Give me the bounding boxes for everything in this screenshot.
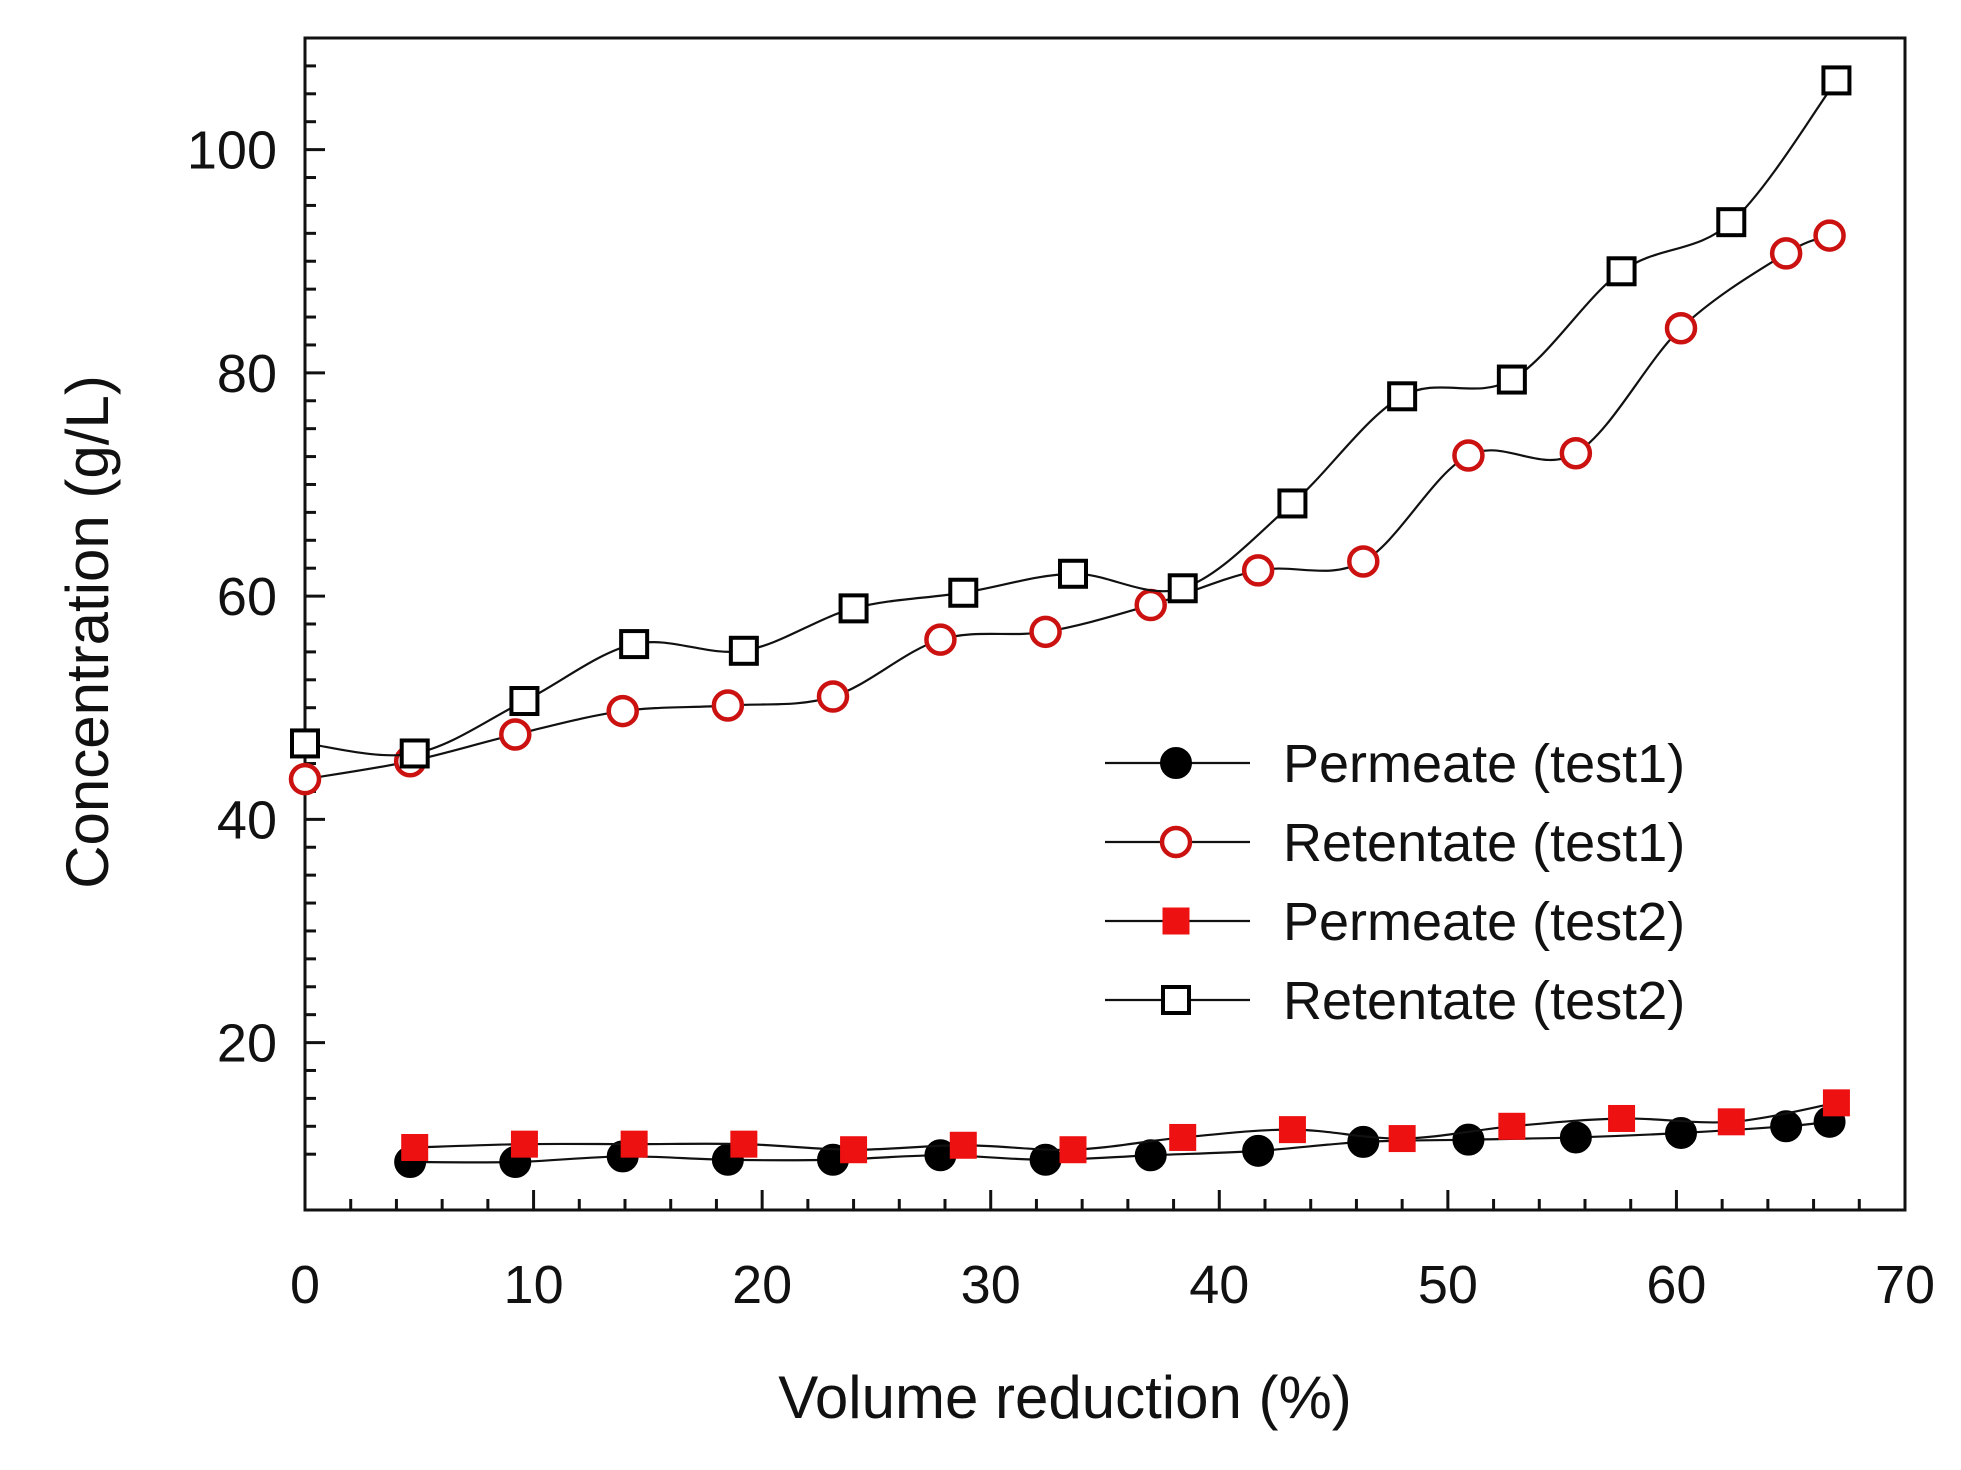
data-point-permeate-test2 <box>1717 1108 1745 1136</box>
data-point-retentate-test2 <box>619 629 650 660</box>
data-point-retentate-test1 <box>816 680 850 713</box>
legend-label: Retentate (test2) <box>1283 971 1685 1031</box>
series-line-retentate-test2 <box>304 79 1838 757</box>
series-line-retentate-test1 <box>304 234 1830 781</box>
data-point-retentate-test1 <box>1559 436 1593 470</box>
data-point-retentate-test1 <box>1347 545 1380 578</box>
x-axis-title: Volume reduction (%) <box>778 1364 1352 1431</box>
data-point-retentate-test2 <box>399 738 430 769</box>
y-tick-label: 60 <box>217 567 277 627</box>
data-point-retentate-test1 <box>499 718 532 751</box>
plot-frame <box>303 36 1907 1212</box>
data-point-retentate-test2 <box>948 577 979 608</box>
series-retentate-test2 <box>290 65 1852 769</box>
tick-labels: 0 10 20 30 40 50 60 70 20 40 60 80 100 <box>187 121 1935 1315</box>
data-point-retentate-test2 <box>1496 364 1527 395</box>
y-tick-label: 40 <box>217 790 277 850</box>
data-point-permeate-test2 <box>1059 1136 1087 1164</box>
data-point-retentate-test2 <box>509 686 540 717</box>
data-point-retentate-test1 <box>1769 237 1803 270</box>
data-point-retentate-test2 <box>1716 207 1747 238</box>
data-point-retentate-test1 <box>1029 615 1062 649</box>
legend-marker <box>1162 907 1190 935</box>
data-point-permeate-test2 <box>1388 1125 1416 1153</box>
data-point-permeate-test1 <box>1134 1139 1167 1172</box>
series-retentate-test1 <box>288 219 1846 796</box>
data-point-retentate-test2 <box>1277 488 1308 519</box>
data-point-retentate-test1 <box>1813 219 1846 252</box>
data-point-permeate-test1 <box>1559 1121 1592 1154</box>
legend-label: Permeate (test1) <box>1283 734 1685 794</box>
data-point-retentate-test2 <box>1167 573 1198 604</box>
x-tick-label: 60 <box>1646 1255 1706 1315</box>
data-point-permeate-test2 <box>730 1130 758 1158</box>
data-point-permeate-test2 <box>1169 1123 1197 1151</box>
data-point-retentate-test1 <box>1241 554 1275 587</box>
data-point-permeate-test2 <box>1498 1112 1526 1140</box>
data-point-permeate-test1 <box>1770 1110 1803 1143</box>
data-point-retentate-test2 <box>728 635 759 666</box>
x-tick-label: 0 <box>290 1255 320 1315</box>
y-tick-label: 20 <box>217 1014 277 1074</box>
data-point-retentate-test2 <box>1387 381 1418 412</box>
data-point-retentate-test1 <box>711 689 745 722</box>
x-tick-label: 30 <box>961 1255 1021 1315</box>
y-tick-label: 80 <box>217 344 277 404</box>
data-point-permeate-test2 <box>1278 1116 1306 1144</box>
legend-marker <box>1159 825 1193 859</box>
legend-item-permeate-test1: Permeate (test1) <box>1105 734 1685 794</box>
data-point-permeate-test1 <box>1665 1116 1697 1149</box>
data-point-retentate-test2 <box>1606 256 1637 287</box>
data-point-permeate-test2 <box>840 1136 868 1164</box>
legend-label: Retentate (test1) <box>1283 813 1685 873</box>
data-point-permeate-test2 <box>620 1130 648 1158</box>
x-tick-label: 50 <box>1418 1255 1478 1315</box>
data-point-permeate-test2 <box>1608 1104 1636 1132</box>
data-point-permeate-test2 <box>949 1131 977 1159</box>
data-point-retentate-test1 <box>288 762 322 796</box>
data-point-permeate-test2 <box>510 1130 538 1158</box>
legend: Permeate (test1) Retentate (test1) Permeat… <box>1105 734 1685 1031</box>
series-layer <box>288 65 1852 1179</box>
data-point-permeate-test2 <box>401 1133 429 1161</box>
major-ticks <box>303 148 1907 1210</box>
data-point-permeate-test1 <box>1452 1123 1485 1156</box>
data-point-retentate-test1 <box>606 694 639 728</box>
x-tick-label: 10 <box>504 1255 564 1315</box>
data-point-retentate-test1 <box>1452 439 1485 472</box>
x-tick-label: 70 <box>1875 1255 1935 1315</box>
legend-marker <box>1161 985 1191 1015</box>
data-point-retentate-test2 <box>838 593 869 624</box>
data-point-retentate-test1 <box>924 623 957 656</box>
legend-item-retentate-test2: Retentate (test2) <box>1105 971 1685 1031</box>
legend-marker <box>1160 747 1192 779</box>
data-point-retentate-test2 <box>290 728 320 759</box>
x-tick-label: 40 <box>1189 1255 1249 1315</box>
y-tick-label: 100 <box>187 121 277 181</box>
minor-ticks <box>305 36 1861 1210</box>
x-tick-label: 20 <box>732 1255 792 1315</box>
data-point-retentate-test2 <box>1821 65 1852 96</box>
legend-label: Permeate (test2) <box>1283 892 1685 952</box>
data-point-permeate-test1 <box>1347 1125 1380 1158</box>
data-point-permeate-test2 <box>1822 1089 1850 1117</box>
y-axis-title: Concentration (g/L) <box>54 375 121 889</box>
data-point-retentate-test1 <box>1134 588 1167 622</box>
series-permeate-test2 <box>401 1089 1850 1164</box>
data-point-permeate-test1 <box>1242 1134 1275 1167</box>
legend-item-retentate-test1: Retentate (test1) <box>1105 813 1685 873</box>
legend-item-permeate-test2: Permeate (test2) <box>1105 892 1685 952</box>
data-point-retentate-test1 <box>1664 311 1698 345</box>
data-point-retentate-test2 <box>1058 558 1088 589</box>
